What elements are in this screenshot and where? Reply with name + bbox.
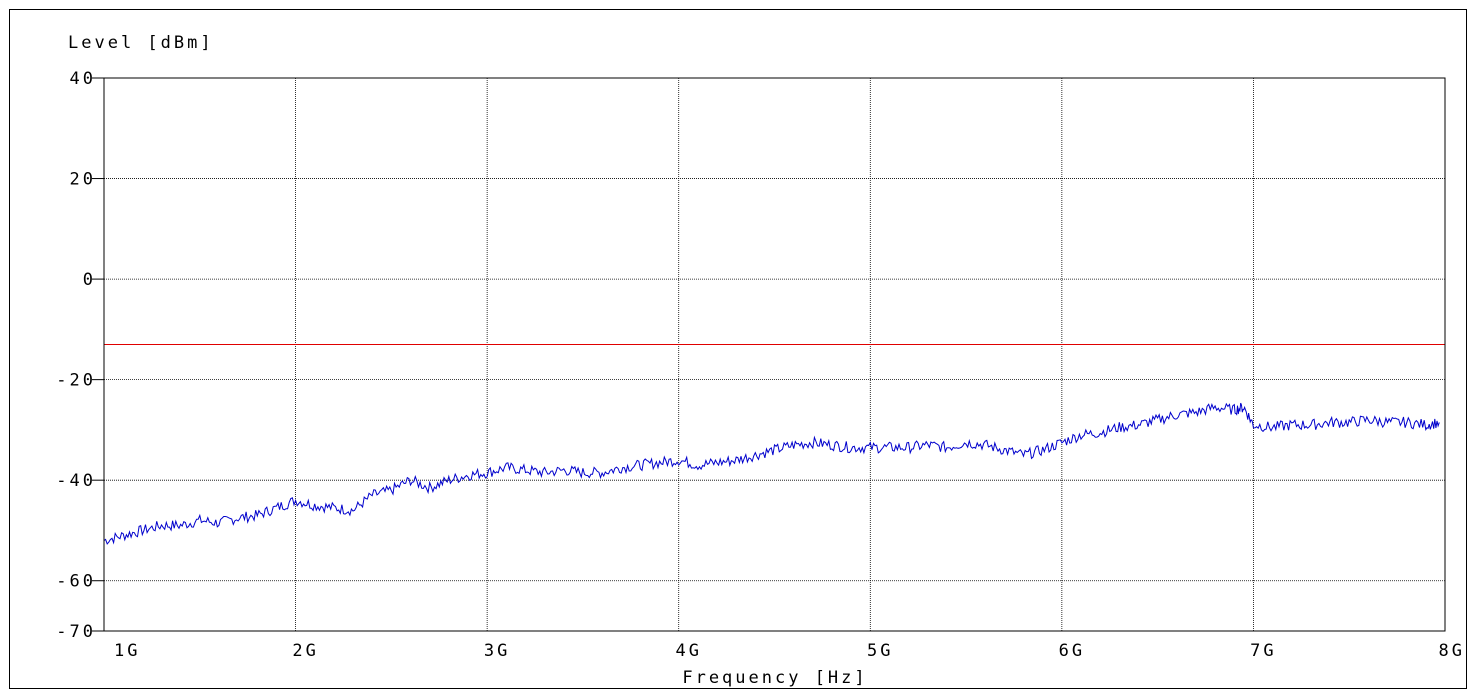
x-tick-label: 7G (1250, 641, 1276, 661)
y-tick-label: 0 (83, 270, 96, 290)
y-tick-label: -40 (56, 471, 96, 491)
y-tick-label: -70 (56, 622, 96, 642)
x-axis-label: Frequency [Hz] (682, 668, 867, 688)
y-tick-label: -60 (56, 572, 96, 592)
x-tick-label: 4G (675, 641, 701, 661)
level-trace (103, 402, 1440, 545)
x-tick-label: 8G (1439, 641, 1465, 661)
x-tick-label: 5G (867, 641, 893, 661)
y-tick-labels: 40 20 0 -20 -40 -60 -70 (56, 69, 104, 642)
y-tick-label: 40 (70, 69, 96, 89)
plot-area-border (103, 77, 1446, 632)
y-axis-label: Level [dBm] (68, 33, 214, 53)
y-tick-label: 20 (70, 170, 96, 190)
grid (104, 78, 1445, 631)
trace-group (103, 402, 1440, 545)
x-tick-labels: 1G 2G 3G 4G 5G 6G 7G 8G (114, 641, 1465, 661)
x-tick-label: 3G (484, 641, 510, 661)
y-tick-label: -20 (56, 371, 96, 391)
x-tick-label: 2G (292, 641, 318, 661)
x-tick-label: 6G (1059, 641, 1085, 661)
chart-frame (9, 9, 1467, 689)
x-tick-label: 1G (114, 641, 140, 661)
